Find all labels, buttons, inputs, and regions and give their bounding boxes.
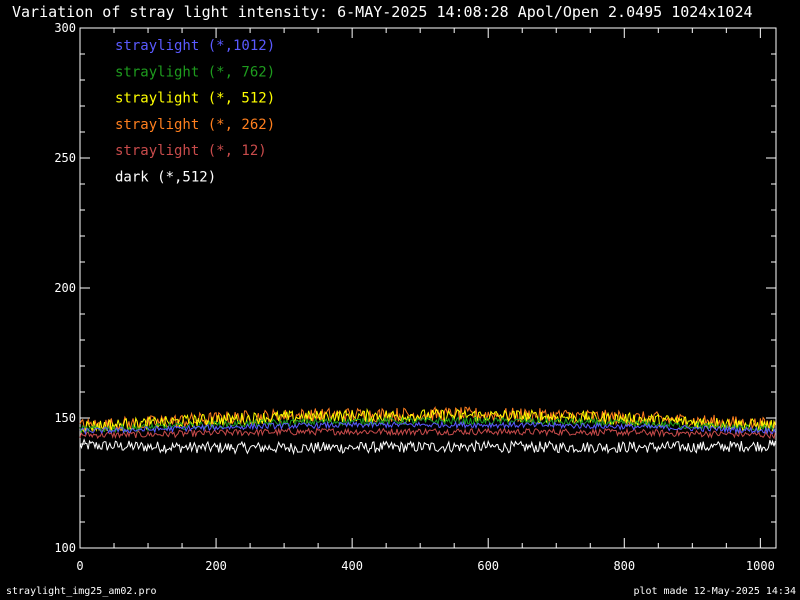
- y-tick-label: 150: [54, 411, 76, 425]
- y-tick-label: 200: [54, 281, 76, 295]
- legend-entry: straylight (*,1012): [115, 38, 275, 54]
- series-lines: [79, 405, 776, 456]
- series-line: [79, 420, 776, 436]
- footer-right: plot made 12-May-2025 14:34: [633, 586, 796, 597]
- legend-entry: dark (*,512): [115, 170, 216, 186]
- legend-entry: straylight (*, 12): [115, 143, 267, 159]
- footer-left: straylight_img25_am02.pro: [6, 586, 157, 597]
- x-tick-label: 1000: [746, 559, 775, 573]
- legend-entry: straylight (*, 262): [115, 117, 275, 133]
- y-tick-label: 100: [54, 541, 76, 555]
- y-tick-label: 300: [54, 21, 76, 35]
- x-tick-label: 800: [613, 559, 635, 573]
- x-tick-label: 600: [477, 559, 499, 573]
- x-tick-label: 400: [341, 559, 363, 573]
- legend-entry: straylight (*, 762): [115, 64, 275, 80]
- y-tick-label: 250: [54, 151, 76, 165]
- x-tick-label: 0: [76, 559, 83, 573]
- legend: straylight (*,1012) straylight (*, 762) st…: [115, 38, 275, 186]
- chart-title: Variation of stray light intensity: 6-MA…: [12, 3, 753, 21]
- series-line: [79, 427, 776, 440]
- x-tick-label: 200: [205, 559, 227, 573]
- axis-ticks: 0 200 400 600 800 1000 100 150 200 250 300: [54, 21, 776, 573]
- series-line: [79, 438, 776, 456]
- legend-entry: straylight (*, 512): [115, 91, 275, 107]
